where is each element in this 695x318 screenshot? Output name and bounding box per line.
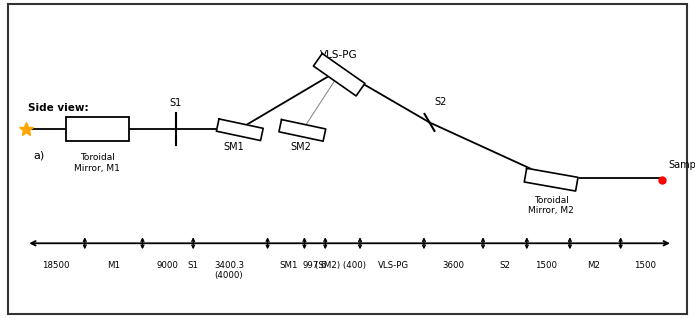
Text: Toroidal
Mirror, M1: Toroidal Mirror, M1: [74, 153, 120, 173]
Text: VLS-PG: VLS-PG: [320, 51, 358, 60]
Text: 9000: 9000: [156, 261, 179, 270]
Text: 1500: 1500: [634, 261, 656, 270]
Text: M1: M1: [107, 261, 120, 270]
Polygon shape: [313, 53, 365, 96]
Text: SM1: SM1: [279, 261, 297, 270]
Text: M2: M2: [587, 261, 600, 270]
Text: SM1: SM1: [224, 142, 245, 152]
Polygon shape: [216, 119, 263, 141]
Text: SM2: SM2: [291, 142, 311, 152]
FancyBboxPatch shape: [8, 4, 687, 314]
Bar: [66, 117, 129, 141]
Text: S2: S2: [434, 97, 447, 107]
Text: S2: S2: [499, 261, 510, 270]
Text: 3600: 3600: [442, 261, 464, 270]
Text: (SM2) (400): (SM2) (400): [315, 261, 366, 270]
Text: 1500: 1500: [535, 261, 557, 270]
Text: VLS-PG: VLS-PG: [378, 261, 409, 270]
Text: a): a): [33, 150, 44, 160]
Text: 3400.3
(4000): 3400.3 (4000): [214, 261, 245, 280]
Text: Sample: Sample: [669, 160, 695, 170]
Text: 18500: 18500: [42, 261, 70, 270]
Text: Toroidal
Mirror, M2: Toroidal Mirror, M2: [528, 196, 574, 215]
Text: S1: S1: [170, 98, 182, 108]
Text: 997.6: 997.6: [302, 261, 327, 270]
Polygon shape: [279, 120, 326, 141]
Polygon shape: [524, 168, 578, 191]
Text: Side view:: Side view:: [28, 103, 88, 113]
Text: S1: S1: [188, 261, 199, 270]
